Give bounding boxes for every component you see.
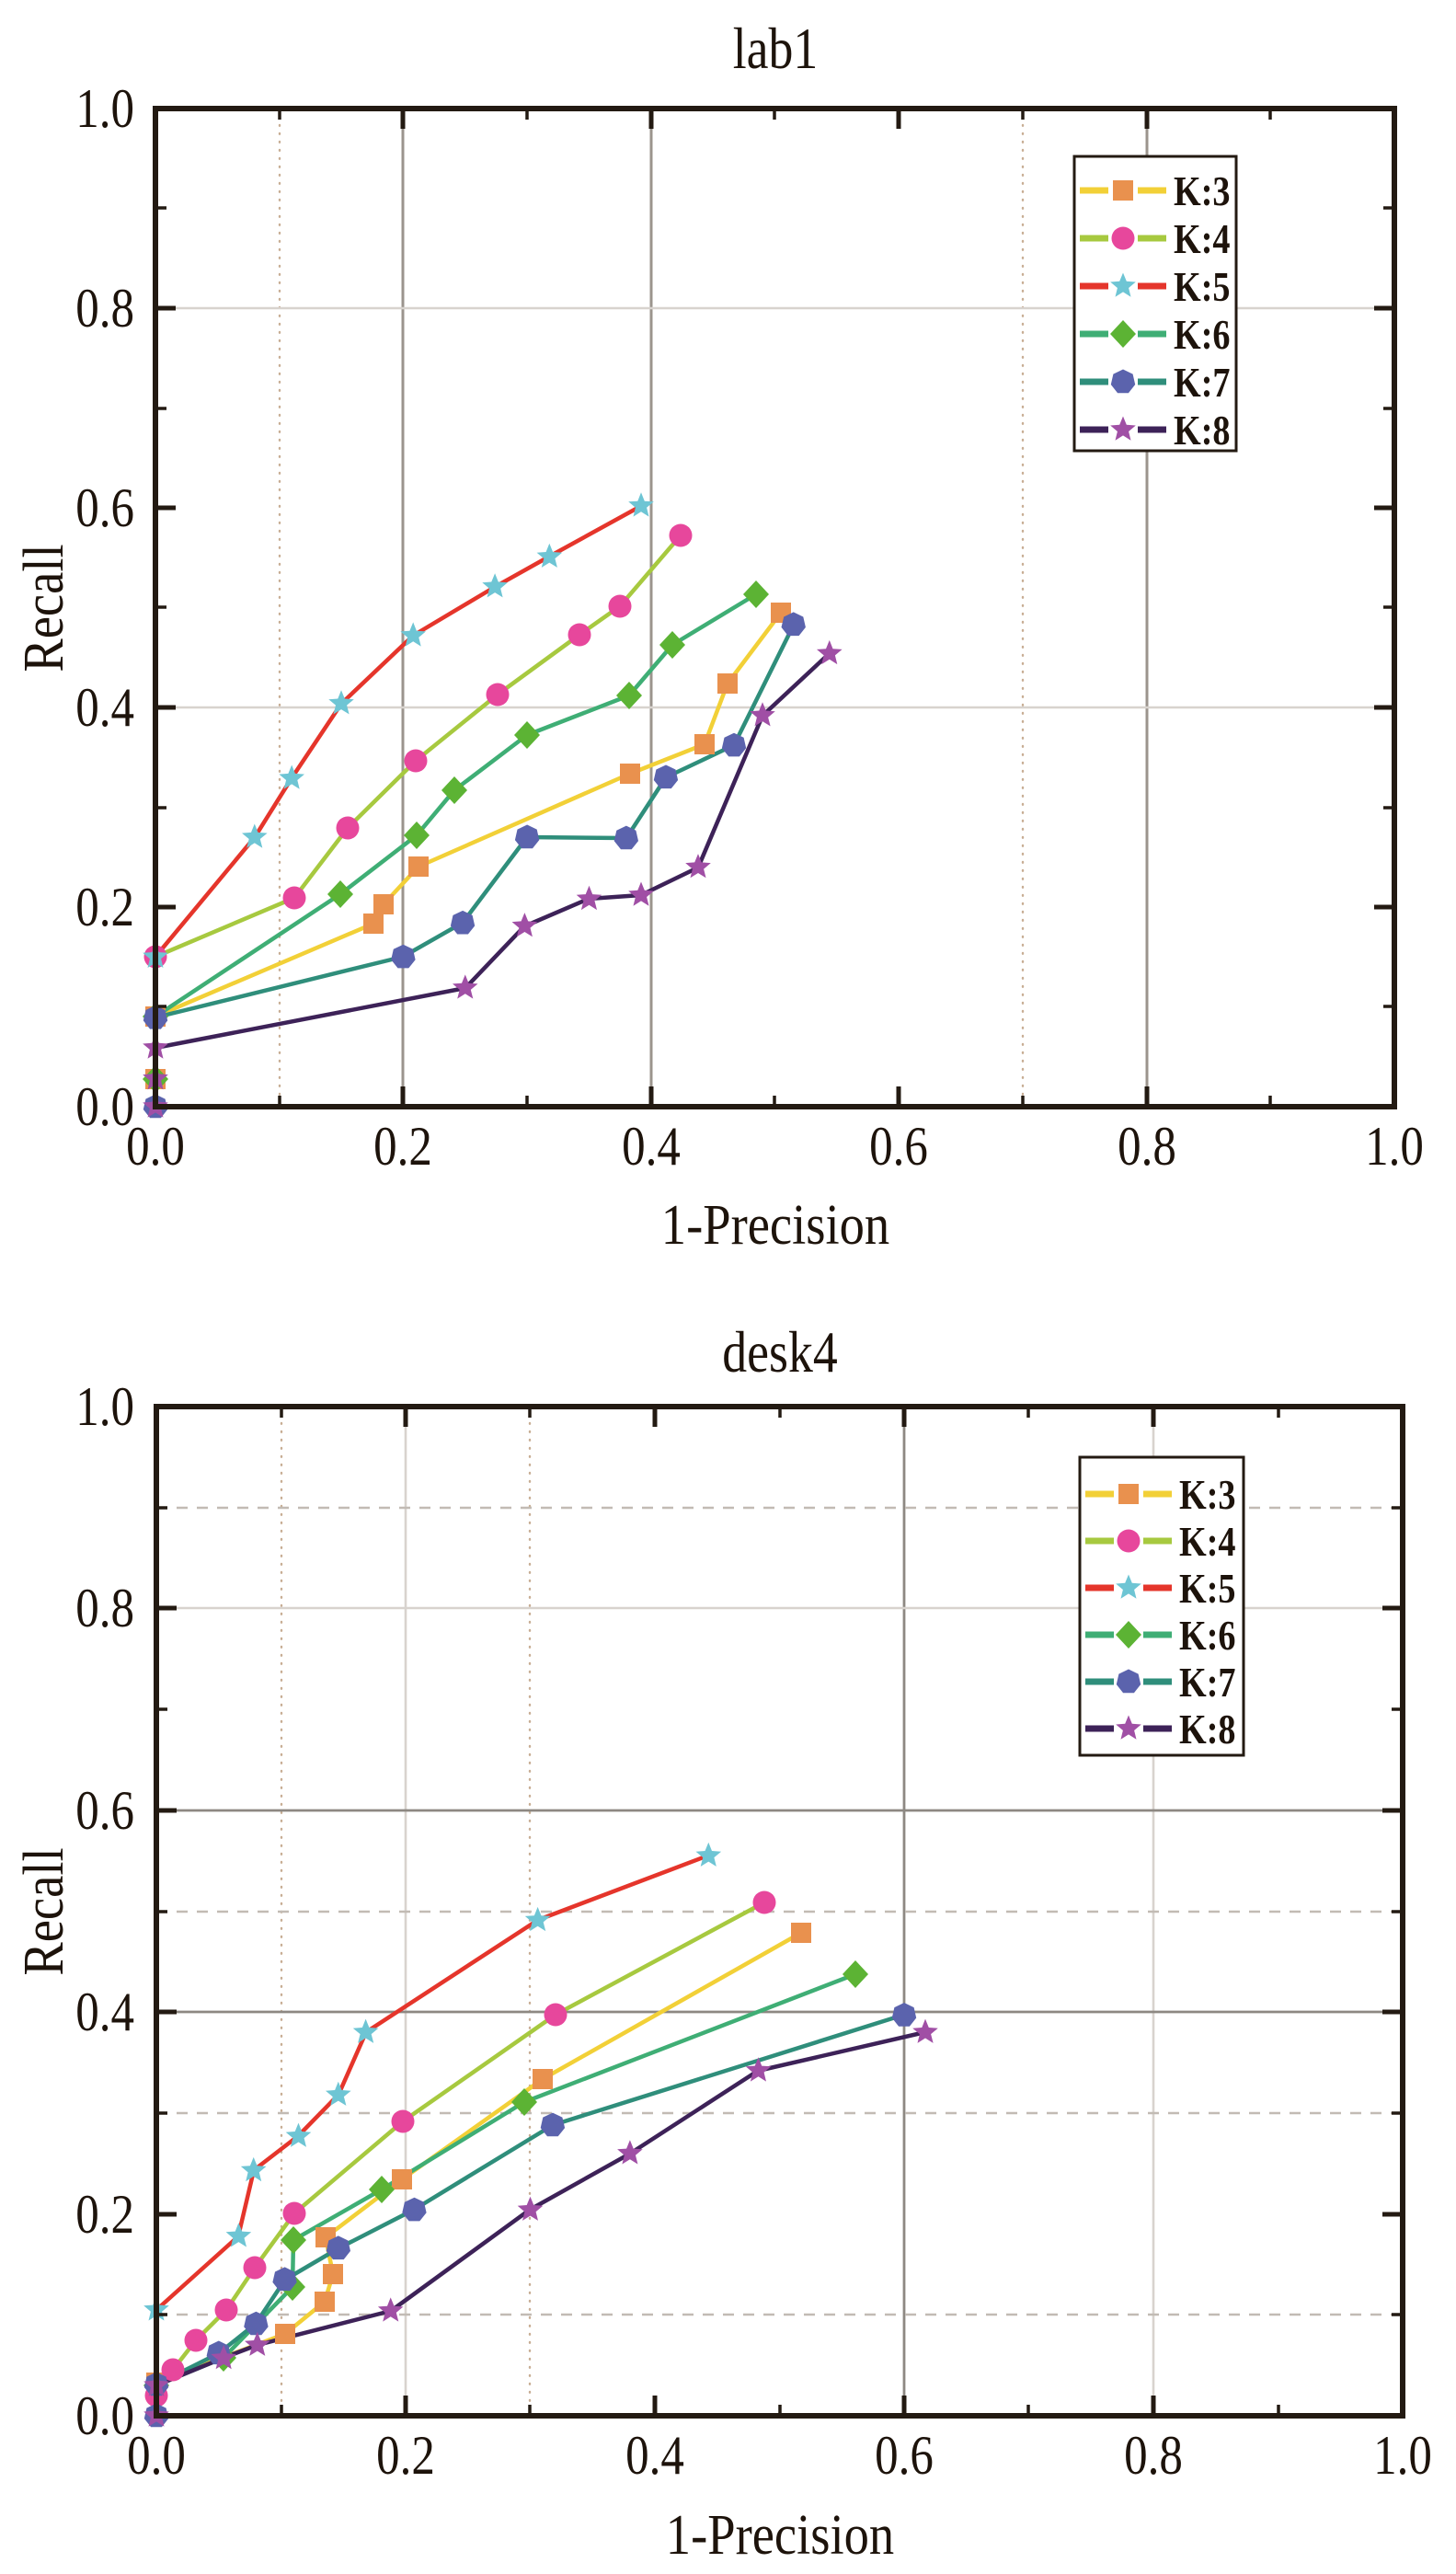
svg-text:0.0: 0.0 bbox=[126, 1116, 185, 1178]
svg-text:0.4: 0.4 bbox=[75, 1982, 134, 2043]
svg-text:K:3: K:3 bbox=[1174, 168, 1231, 215]
svg-text:K:5: K:5 bbox=[1174, 264, 1231, 311]
svg-text:0.2: 0.2 bbox=[75, 2184, 134, 2246]
svg-text:K:4: K:4 bbox=[1174, 216, 1231, 263]
svg-text:0.0: 0.0 bbox=[127, 2425, 186, 2487]
svg-text:1.0: 1.0 bbox=[1365, 1116, 1424, 1178]
svg-text:1.0: 1.0 bbox=[1373, 2425, 1432, 2487]
svg-text:K:8: K:8 bbox=[1174, 408, 1231, 454]
svg-text:0.4: 0.4 bbox=[622, 1116, 681, 1178]
svg-text:0.6: 0.6 bbox=[75, 1780, 134, 1842]
svg-text:0.0: 0.0 bbox=[75, 2385, 134, 2447]
svg-text:0.2: 0.2 bbox=[75, 877, 134, 938]
svg-text:K:8: K:8 bbox=[1179, 1706, 1236, 1753]
svg-text:0.6: 0.6 bbox=[869, 1116, 928, 1178]
svg-text:0.4: 0.4 bbox=[625, 2425, 684, 2487]
svg-text:desk4: desk4 bbox=[722, 1319, 837, 1385]
svg-text:K:7: K:7 bbox=[1174, 360, 1231, 407]
svg-text:K:6: K:6 bbox=[1174, 312, 1231, 359]
svg-text:Recall: Recall bbox=[12, 1847, 75, 1975]
svg-text:K:4: K:4 bbox=[1179, 1519, 1236, 1566]
svg-text:0.6: 0.6 bbox=[75, 477, 134, 539]
svg-text:0.8: 0.8 bbox=[1118, 1116, 1176, 1178]
svg-text:0.4: 0.4 bbox=[75, 677, 134, 739]
svg-text:lab1: lab1 bbox=[733, 16, 819, 81]
svg-text:K:3: K:3 bbox=[1179, 1472, 1236, 1519]
svg-text:0.2: 0.2 bbox=[376, 2425, 435, 2487]
svg-text:K:7: K:7 bbox=[1179, 1660, 1236, 1706]
svg-text:0.6: 0.6 bbox=[875, 2425, 934, 2487]
svg-text:1-Precision: 1-Precision bbox=[666, 2503, 894, 2567]
svg-text:1.0: 1.0 bbox=[75, 1376, 134, 1438]
svg-text:K:5: K:5 bbox=[1179, 1566, 1236, 1613]
svg-text:1-Precision: 1-Precision bbox=[661, 1193, 889, 1257]
svg-text:0.8: 0.8 bbox=[1124, 2425, 1183, 2487]
svg-text:Recall: Recall bbox=[12, 544, 75, 672]
svg-text:0.8: 0.8 bbox=[75, 1578, 134, 1639]
svg-text:0.2: 0.2 bbox=[373, 1116, 432, 1178]
svg-text:K:6: K:6 bbox=[1179, 1613, 1236, 1660]
svg-text:0.0: 0.0 bbox=[75, 1076, 134, 1138]
svg-text:1.0: 1.0 bbox=[75, 78, 134, 140]
svg-text:0.8: 0.8 bbox=[75, 278, 134, 339]
